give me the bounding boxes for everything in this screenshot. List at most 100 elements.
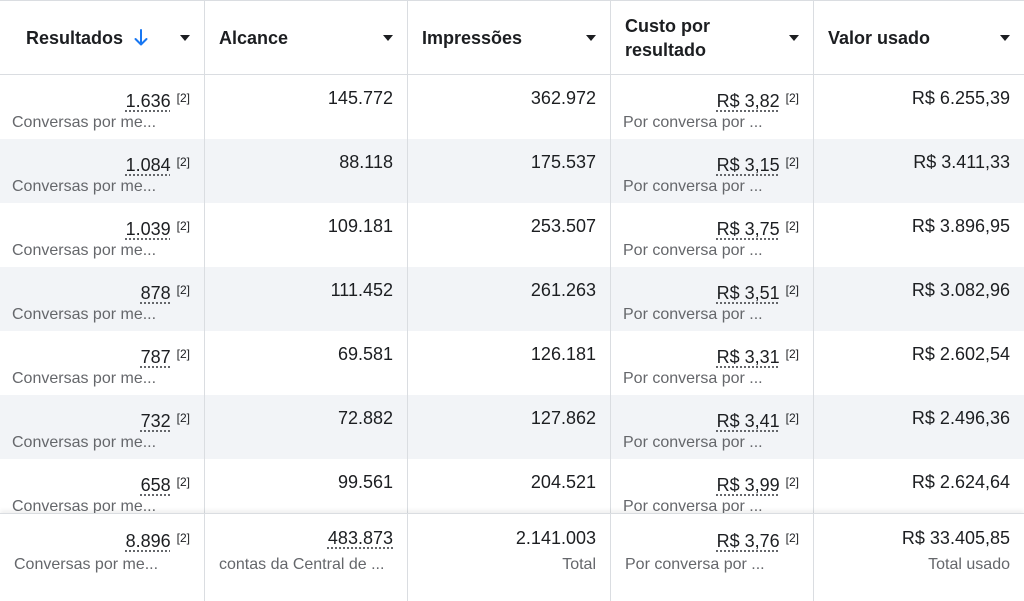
cell-valor-usado: R$ 2.602,54 <box>814 331 1024 395</box>
chevron-down-icon[interactable] <box>383 34 393 41</box>
valor-usado-value: R$ 6.255,39 <box>911 88 1010 108</box>
resultados-description: Conversas por me... <box>12 114 157 131</box>
impressoes-value: 204.521 <box>530 472 596 492</box>
table-row: 878 [2] Conversas por me... 111.452 261.2… <box>0 267 1024 331</box>
resultados-value[interactable]: 732 <box>140 411 171 431</box>
cell-resultados: 658 [2] Conversas por me... <box>0 459 205 513</box>
custo-description: Por conversa por ... <box>623 178 763 195</box>
cell-impressoes: 362.972 <box>408 75 611 139</box>
cell-resultados: 1.039 [2] Conversas por me... <box>0 203 205 267</box>
chevron-down-icon[interactable] <box>1000 34 1010 41</box>
cell-impressoes: 127.862 <box>408 395 611 459</box>
cell-impressoes: 261.263 <box>408 267 611 331</box>
alcance-value: 145.772 <box>327 88 393 108</box>
custo-value[interactable]: R$ 3,15 <box>716 155 780 175</box>
resultados-value[interactable]: 878 <box>140 283 171 303</box>
footnote-marker: [2] <box>176 283 190 297</box>
total-custo-value[interactable]: R$ 3,76 <box>716 531 780 551</box>
total-resultados-value[interactable]: 8.896 <box>125 531 171 551</box>
footnote-marker: [2] <box>785 155 799 169</box>
total-valor-usado: R$ 33.405,85 Total usado <box>814 514 1024 601</box>
chevron-down-icon[interactable] <box>180 34 190 41</box>
cell-valor-usado: R$ 3.082,96 <box>814 267 1024 331</box>
resultados-description: Conversas por me... <box>12 498 157 513</box>
custo-value[interactable]: R$ 3,99 <box>716 475 780 495</box>
chevron-down-icon[interactable] <box>789 34 799 41</box>
table-header: Resultados Alcance Impressões Custo por … <box>0 1 1024 75</box>
cell-alcance: 109.181 <box>205 203 408 267</box>
valor-usado-value: R$ 3.411,33 <box>913 152 1010 172</box>
cell-valor-usado: R$ 6.255,39 <box>814 75 1024 139</box>
valor-usado-value: R$ 2.496,36 <box>911 408 1010 428</box>
cell-resultados: 878 [2] Conversas por me... <box>0 267 205 331</box>
total-alcance-value[interactable]: 483.873 <box>327 528 393 548</box>
column-header-valor-usado[interactable]: Valor usado <box>814 1 1024 74</box>
resultados-value[interactable]: 1.084 <box>125 155 171 175</box>
column-header-label: Custo por resultado <box>625 15 710 60</box>
alcance-value: 99.561 <box>337 472 393 492</box>
impressoes-value: 362.972 <box>530 88 596 108</box>
column-header-alcance[interactable]: Alcance <box>205 1 408 74</box>
impressoes-value: 253.507 <box>530 216 596 236</box>
impressoes-value: 175.537 <box>530 152 596 172</box>
column-header-custo-por-resultado[interactable]: Custo por resultado <box>611 1 814 74</box>
column-header-label: Impressões <box>422 27 523 48</box>
custo-value[interactable]: R$ 3,51 <box>716 283 780 303</box>
impressoes-value: 127.862 <box>530 408 596 428</box>
custo-value[interactable]: R$ 3,75 <box>716 219 780 239</box>
custo-value[interactable]: R$ 3,41 <box>716 411 780 431</box>
cell-alcance: 72.882 <box>205 395 408 459</box>
footnote-marker: [2] <box>785 411 799 425</box>
footnote-marker: [2] <box>785 531 799 545</box>
totals-row: 8.896 [2] Conversas por me... 483.873 con… <box>0 513 1024 601</box>
footnote-marker: [2] <box>176 475 190 489</box>
column-header-resultados[interactable]: Resultados <box>0 1 205 74</box>
impressoes-value: 126.181 <box>530 344 596 364</box>
valor-usado-value: R$ 2.624,64 <box>911 472 1010 492</box>
cell-custo: R$ 3,99 [2] Por conversa por ... <box>611 459 814 513</box>
footnote-marker: [2] <box>785 283 799 297</box>
resultados-value[interactable]: 1.636 <box>125 91 171 111</box>
custo-description: Por conversa por ... <box>623 370 763 387</box>
custo-description: Por conversa por ... <box>623 306 763 323</box>
cell-valor-usado: R$ 2.496,36 <box>814 395 1024 459</box>
cell-alcance: 69.581 <box>205 331 408 395</box>
cell-resultados: 732 [2] Conversas por me... <box>0 395 205 459</box>
cell-alcance: 99.561 <box>205 459 408 513</box>
custo-value[interactable]: R$ 3,31 <box>716 347 780 367</box>
resultados-value[interactable]: 787 <box>140 347 171 367</box>
resultados-description: Conversas por me... <box>12 306 157 323</box>
cell-custo: R$ 3,41 [2] Por conversa por ... <box>611 395 814 459</box>
resultados-description: Conversas por me... <box>12 434 157 451</box>
cell-resultados: 1.636 [2] Conversas por me... <box>0 75 205 139</box>
cell-resultados: 1.084 [2] Conversas por me... <box>0 139 205 203</box>
alcance-value: 72.882 <box>337 408 393 428</box>
resultados-description: Conversas por me... <box>12 178 157 195</box>
impressoes-value: 261.263 <box>530 280 596 300</box>
column-header-label: Alcance <box>219 27 289 48</box>
custo-description: Por conversa por ... <box>623 242 763 259</box>
valor-usado-value: R$ 2.602,54 <box>911 344 1010 364</box>
footnote-marker: [2] <box>176 155 190 169</box>
table-row: 658 [2] Conversas por me... 99.561 204.52… <box>0 459 1024 513</box>
column-header-impressoes[interactable]: Impressões <box>408 1 611 74</box>
cell-custo: R$ 3,15 [2] Por conversa por ... <box>611 139 814 203</box>
cell-alcance: 88.118 <box>205 139 408 203</box>
custo-value[interactable]: R$ 3,82 <box>716 91 780 111</box>
total-alcance: 483.873 contas da Central de ... <box>205 514 408 601</box>
cell-alcance: 145.772 <box>205 75 408 139</box>
cell-valor-usado: R$ 3.896,95 <box>814 203 1024 267</box>
footnote-marker: [2] <box>176 219 190 233</box>
cell-impressoes: 126.181 <box>408 331 611 395</box>
arrow-down-icon[interactable] <box>133 27 149 49</box>
resultados-value[interactable]: 658 <box>140 475 171 495</box>
chevron-down-icon[interactable] <box>586 34 596 41</box>
resultados-value[interactable]: 1.039 <box>125 219 171 239</box>
cell-valor-usado: R$ 2.624,64 <box>814 459 1024 513</box>
table-row: 1.636 [2] Conversas por me... 145.772 362… <box>0 75 1024 139</box>
custo-description: Por conversa por ... <box>623 498 763 513</box>
footnote-marker: [2] <box>785 91 799 105</box>
resultados-description: Conversas por me... <box>12 370 157 387</box>
cell-custo: R$ 3,75 [2] Por conversa por ... <box>611 203 814 267</box>
footnote-marker: [2] <box>176 411 190 425</box>
